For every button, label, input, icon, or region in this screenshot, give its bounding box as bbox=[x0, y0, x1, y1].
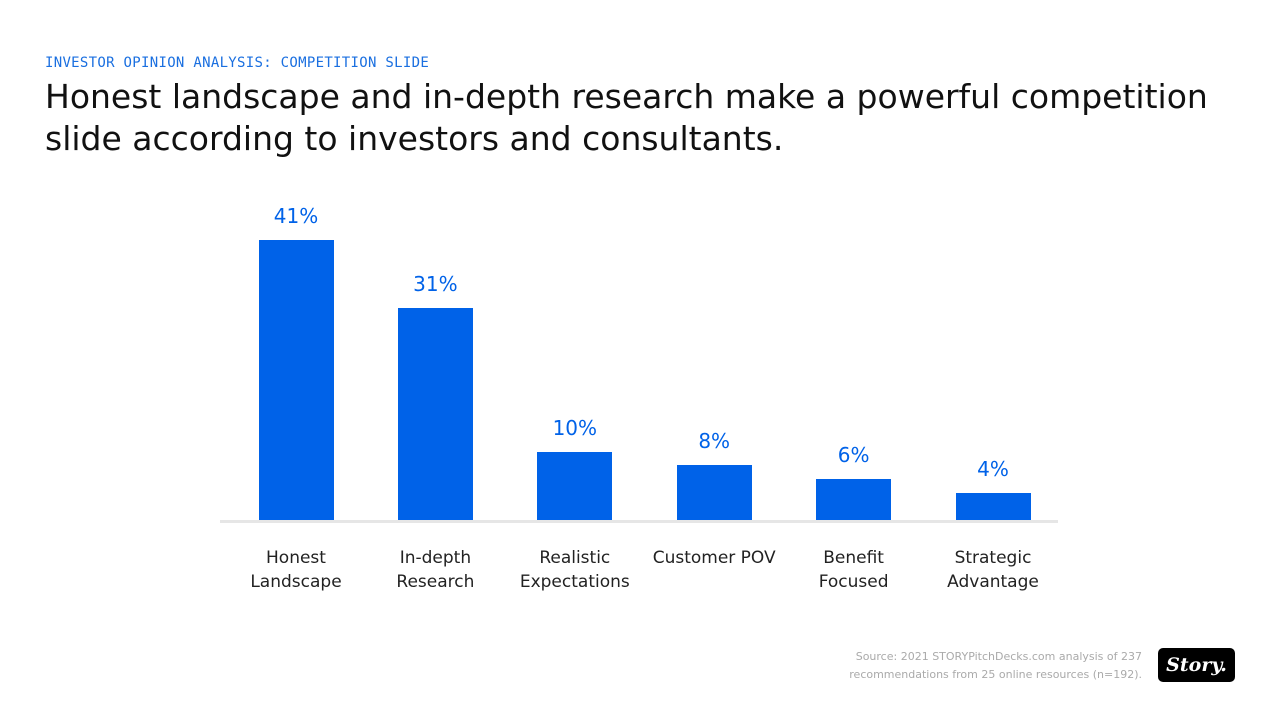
bar bbox=[537, 451, 613, 520]
value-label: 41% bbox=[273, 204, 319, 228]
value-label: 10% bbox=[552, 415, 598, 440]
value-label: 4% bbox=[977, 456, 1009, 481]
baseline bbox=[220, 520, 1058, 523]
x-tick-label: Realistic Expectations bbox=[519, 548, 630, 592]
chart-title: Honest landscape and in-depth research m… bbox=[45, 77, 1208, 158]
bar bbox=[258, 240, 334, 520]
bar bbox=[955, 492, 1031, 520]
x-tick-label: In-depth Research bbox=[396, 548, 475, 592]
bar bbox=[816, 479, 892, 520]
x-tick-label: Strategic Advantage bbox=[947, 548, 1039, 592]
x-tick-label: Customer POV bbox=[652, 548, 776, 568]
value-label: 31% bbox=[413, 272, 458, 297]
bar bbox=[397, 308, 473, 520]
value-label: 6% bbox=[837, 443, 870, 468]
bar bbox=[676, 465, 752, 520]
x-tick-label: Benefit Focused bbox=[818, 548, 889, 592]
source-note: Source: 2021 STORYPitchDecks.com analysi… bbox=[849, 650, 1142, 681]
kicker: INVESTOR OPINION ANALYSIS: COMPETITION S… bbox=[45, 55, 430, 71]
value-label: 8% bbox=[698, 429, 731, 454]
logo: Story. bbox=[1158, 648, 1235, 682]
x-tick-label: Honest Landscape bbox=[250, 548, 342, 592]
